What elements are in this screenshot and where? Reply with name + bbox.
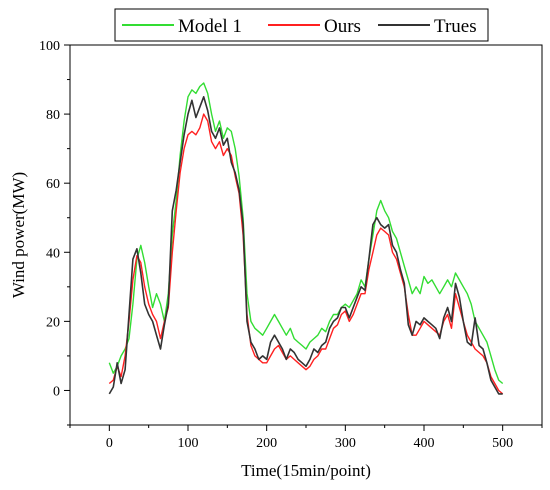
series-line-trues — [108, 96, 503, 395]
y-tick-label: 20 — [46, 315, 60, 330]
legend-label: Ours — [324, 16, 361, 37]
series-line-model-1 — [108, 82, 504, 385]
legend: Model 1 Ours Trues — [114, 8, 489, 42]
y-tick-label: 40 — [46, 246, 60, 261]
x-tick-label: 100 — [178, 436, 199, 451]
y-axis-title: Wind power(MW) — [9, 172, 28, 298]
x-tick-label: 300 — [335, 436, 356, 451]
x-tick-label: 400 — [414, 436, 435, 451]
legend-label: Trues — [434, 16, 477, 37]
y-tick-label: 80 — [46, 108, 60, 123]
y-tick-label: 0 — [53, 384, 60, 399]
y-tick-label: 60 — [46, 177, 60, 192]
legend-label: Model 1 — [178, 16, 242, 37]
plot-frame — [69, 44, 543, 426]
x-tick-label: 500 — [492, 436, 513, 451]
x-axis: 0 100 200 300 400 500 — [69, 425, 543, 451]
series-line-ours — [108, 113, 504, 395]
series-layer — [108, 82, 504, 395]
y-tick-label: 100 — [39, 39, 60, 54]
x-tick-label: 200 — [256, 436, 277, 451]
x-axis-title: Time(15min/point) — [241, 461, 371, 480]
x-tick-label: 0 — [106, 436, 113, 451]
y-axis: 0 20 40 60 80 100 — [39, 39, 70, 426]
